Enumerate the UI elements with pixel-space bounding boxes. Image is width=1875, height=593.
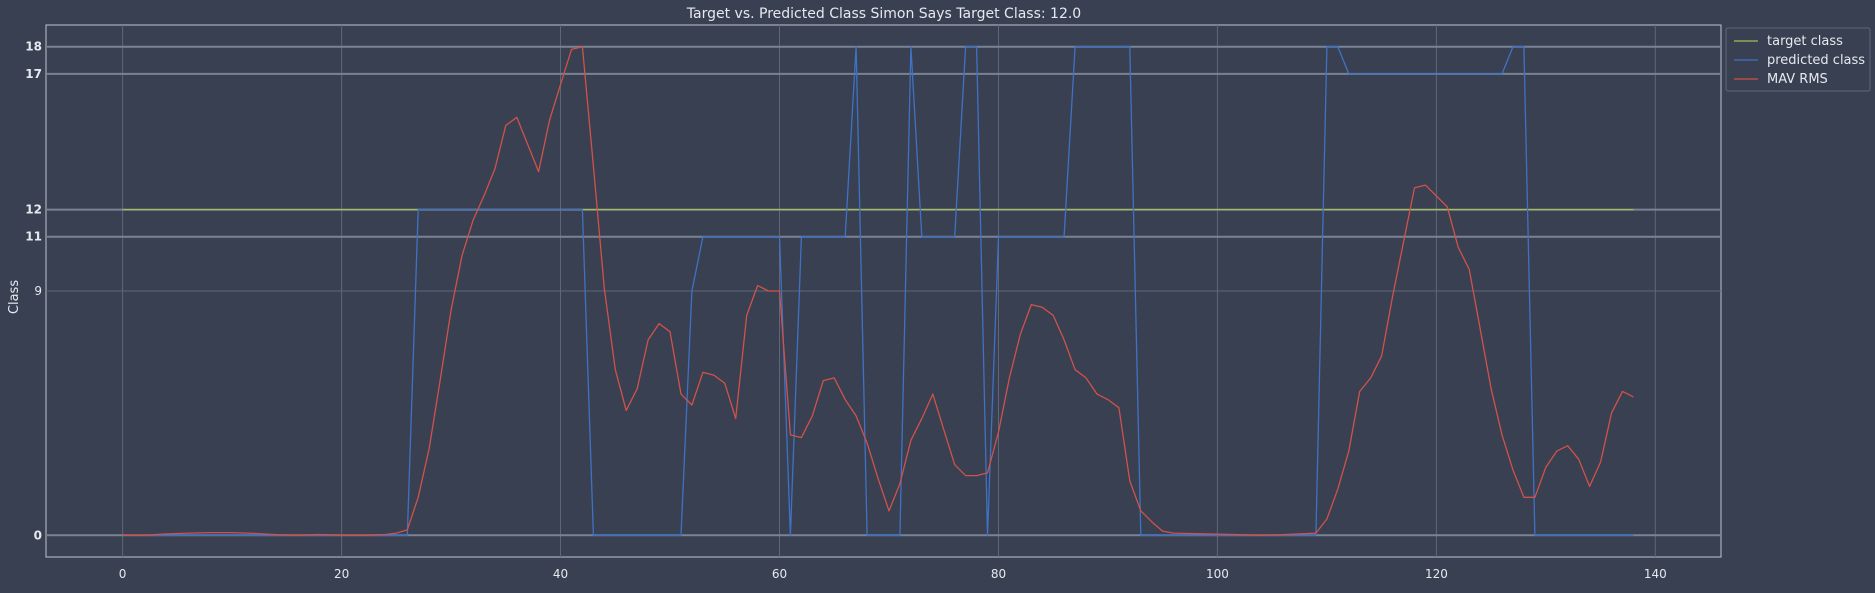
x-tick-label: 140: [1644, 567, 1667, 581]
series-lines: [122, 46, 1634, 536]
legend: target class predicted class MAV RMS: [1725, 27, 1871, 92]
y-tick-label: 12: [25, 203, 42, 217]
y-tick-label: 0: [34, 528, 42, 542]
x-tick-label: 120: [1425, 567, 1448, 581]
x-tick-label: 40: [553, 567, 568, 581]
x-tick-label: 60: [772, 567, 787, 581]
y-axis-label: Class: [7, 280, 22, 314]
x-tick-label: 20: [334, 567, 349, 581]
grid: [46, 25, 1721, 557]
mav-rms-line: [122, 46, 1634, 536]
legend-label-mav: MAV RMS: [1767, 72, 1828, 87]
legend-label-predicted: predicted class: [1767, 53, 1865, 68]
legend-label-target: target class: [1767, 34, 1843, 49]
y-tick-label: 11: [25, 230, 42, 244]
predicted-class-line: [122, 46, 1634, 536]
y-tick-label: 18: [25, 40, 42, 54]
legend-box: [1725, 27, 1871, 92]
x-tick-label: 100: [1206, 567, 1229, 581]
tick-labels: 0 20 40 60 80 100 120 140 0 9 11 12 17 18: [25, 40, 1666, 581]
chart-title: Target vs. Predicted Class Simon Says Ta…: [686, 6, 1081, 22]
x-tick-label: 80: [991, 567, 1006, 581]
x-tick-label: 0: [119, 567, 127, 581]
y-tick-label: 17: [25, 67, 42, 81]
y-tick-label: 9: [34, 284, 42, 298]
